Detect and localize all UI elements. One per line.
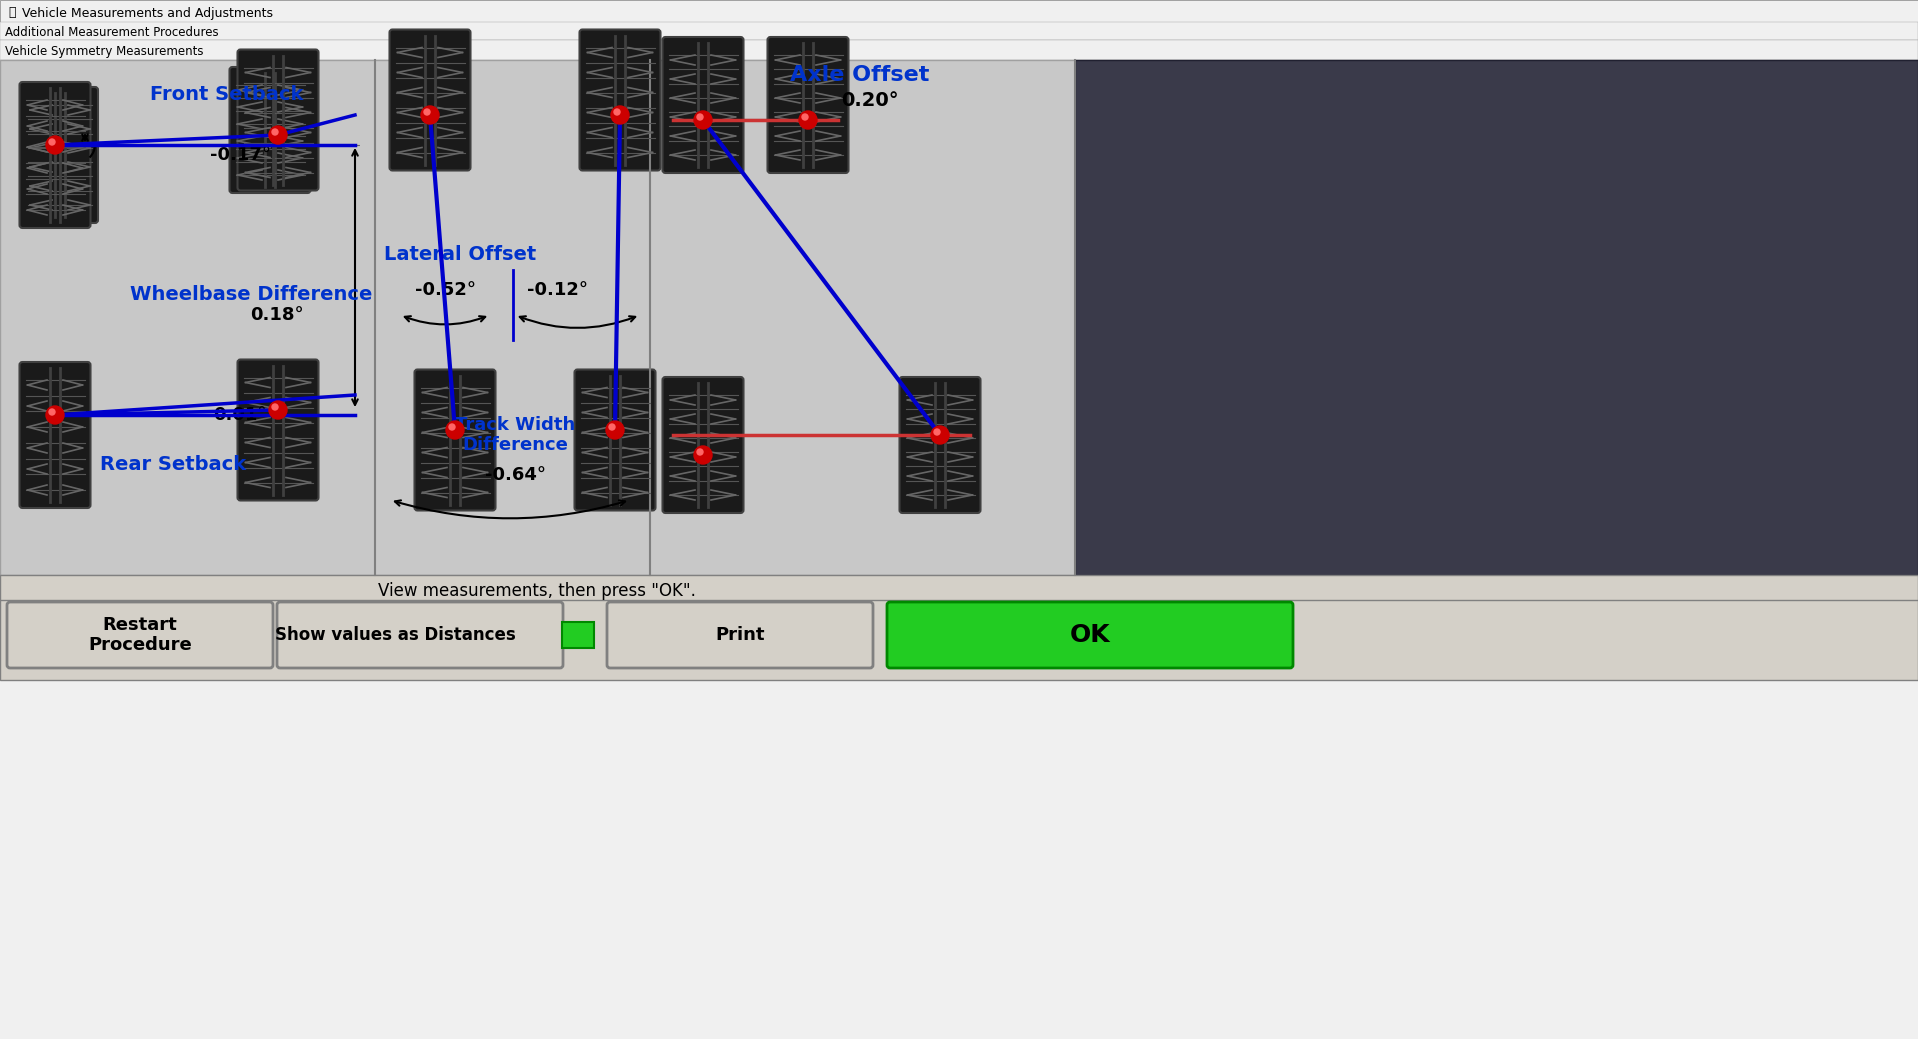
Circle shape — [46, 406, 63, 424]
FancyBboxPatch shape — [575, 370, 656, 510]
Circle shape — [612, 106, 629, 124]
FancyBboxPatch shape — [767, 37, 848, 174]
Text: View measurements, then press "OK".: View measurements, then press "OK". — [378, 582, 696, 600]
Text: -0.52°: -0.52° — [414, 281, 476, 299]
FancyBboxPatch shape — [562, 622, 595, 648]
Text: Rear Setback: Rear Setback — [100, 455, 246, 475]
FancyBboxPatch shape — [19, 82, 90, 228]
Text: Front Setback: Front Setback — [150, 85, 303, 105]
Circle shape — [694, 446, 712, 464]
FancyBboxPatch shape — [606, 602, 873, 668]
FancyBboxPatch shape — [0, 0, 1918, 22]
FancyBboxPatch shape — [0, 600, 1918, 680]
Text: Additional Measurement Procedures: Additional Measurement Procedures — [6, 26, 219, 38]
Circle shape — [696, 449, 704, 455]
FancyBboxPatch shape — [238, 359, 318, 501]
FancyBboxPatch shape — [1074, 60, 1918, 575]
Circle shape — [696, 114, 704, 119]
Circle shape — [614, 109, 620, 115]
Text: -0.64°: -0.64° — [485, 467, 545, 484]
FancyBboxPatch shape — [0, 60, 1074, 575]
FancyBboxPatch shape — [900, 377, 980, 513]
Circle shape — [269, 126, 288, 144]
Text: 0.20°: 0.20° — [842, 90, 900, 109]
Circle shape — [610, 424, 616, 430]
Text: Show values as Distances: Show values as Distances — [274, 627, 516, 644]
FancyBboxPatch shape — [8, 602, 272, 668]
Circle shape — [424, 109, 430, 115]
Circle shape — [449, 424, 455, 430]
Circle shape — [50, 139, 56, 145]
Text: 0.18°: 0.18° — [249, 307, 303, 324]
FancyBboxPatch shape — [19, 362, 90, 508]
Text: -0.17°: -0.17° — [209, 146, 270, 164]
Text: Restart
Procedure: Restart Procedure — [88, 615, 192, 655]
Circle shape — [46, 136, 63, 154]
FancyBboxPatch shape — [579, 29, 660, 170]
Circle shape — [802, 114, 807, 119]
FancyBboxPatch shape — [662, 37, 744, 174]
Circle shape — [447, 421, 464, 439]
Circle shape — [934, 429, 940, 435]
Circle shape — [50, 409, 56, 415]
Text: OK: OK — [1070, 623, 1111, 647]
Circle shape — [694, 111, 712, 129]
FancyBboxPatch shape — [389, 29, 470, 170]
FancyBboxPatch shape — [414, 370, 495, 510]
FancyBboxPatch shape — [21, 87, 98, 223]
FancyBboxPatch shape — [662, 377, 744, 513]
Circle shape — [269, 401, 288, 419]
Text: Track Width
Difference: Track Width Difference — [455, 416, 575, 454]
Circle shape — [272, 129, 278, 135]
FancyBboxPatch shape — [886, 602, 1293, 668]
Text: Vehicle Symmetry Measurements: Vehicle Symmetry Measurements — [6, 45, 203, 57]
FancyBboxPatch shape — [0, 22, 1918, 39]
FancyBboxPatch shape — [0, 575, 1918, 605]
Circle shape — [272, 404, 278, 410]
Text: Lateral Offset: Lateral Offset — [384, 245, 537, 265]
Text: Print: Print — [715, 627, 765, 644]
FancyBboxPatch shape — [0, 39, 1918, 60]
FancyBboxPatch shape — [230, 66, 311, 193]
Text: Axle Offset: Axle Offset — [790, 65, 930, 85]
Circle shape — [930, 426, 949, 444]
FancyBboxPatch shape — [276, 602, 564, 668]
Circle shape — [800, 111, 817, 129]
Text: 🔧: 🔧 — [8, 6, 15, 20]
Text: 0.01°: 0.01° — [213, 406, 267, 424]
Text: -0.12°: -0.12° — [527, 281, 589, 299]
Circle shape — [420, 106, 439, 124]
FancyBboxPatch shape — [1074, 60, 1918, 575]
Text: Wheelbase Difference: Wheelbase Difference — [130, 286, 372, 304]
Circle shape — [606, 421, 623, 439]
FancyBboxPatch shape — [238, 50, 318, 190]
Text: Vehicle Measurements and Adjustments: Vehicle Measurements and Adjustments — [21, 6, 272, 20]
